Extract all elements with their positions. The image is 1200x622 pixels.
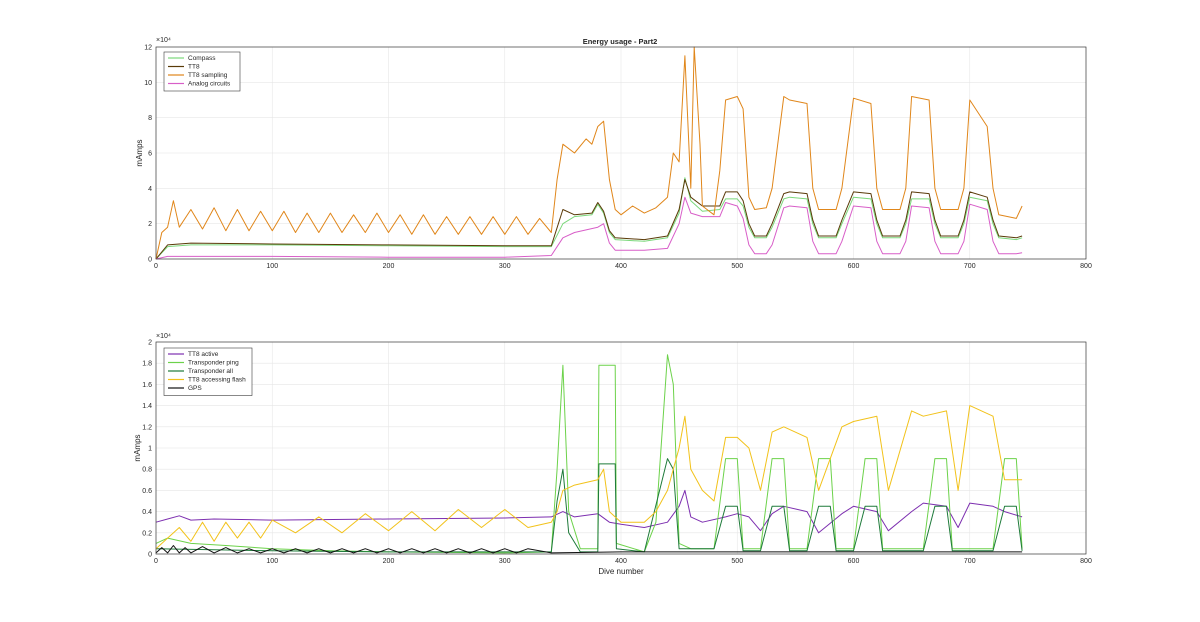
series-line-tt8-accessing-flash (155, 405, 1023, 550)
x-tick-label: 400 (615, 263, 627, 270)
y-scale-exponent: ×10⁴ (156, 37, 171, 44)
y-tick-label: 6 (148, 151, 152, 158)
series-line-tt8-sampling (155, 46, 1023, 260)
series-line-analog-circuits (155, 196, 1023, 260)
x-tick-label: 100 (266, 558, 278, 565)
x-tick-label: 700 (964, 558, 976, 565)
y-tick-label: 1.2 (142, 424, 152, 431)
y-tick-label: 2 (148, 221, 152, 228)
x-tick-label: 100 (266, 263, 278, 270)
x-tick-label: 700 (964, 263, 976, 270)
tick-labels: 0 100 200 300 400 500 600 700 800 0 2 4 6 8 10 12 (144, 45, 1092, 271)
series-line-tt8 (155, 179, 1023, 260)
x-tick-label: 800 (1080, 263, 1092, 270)
y-tick-label: 1 (148, 446, 152, 453)
y-tick-label: 0.8 (142, 467, 152, 474)
y-tick-label: 1.6 (142, 382, 152, 389)
x-tick-label: 0 (154, 263, 158, 270)
series-line-gps (155, 545, 1023, 554)
x-axis-label: Dive number (598, 567, 644, 576)
legend-entry: Compass (188, 55, 216, 62)
x-tick-label: 200 (383, 558, 395, 565)
chart-bottom-panel: Dive number mAmps ×10⁴ 0 100 200 300 400 500 6… (133, 333, 1092, 576)
y-tick-label: 8 (148, 115, 152, 122)
x-tick-label: 300 (499, 263, 511, 270)
x-tick-label: 500 (731, 263, 743, 270)
x-tick-label: 200 (383, 263, 395, 270)
y-scale-exponent: ×10⁴ (156, 333, 171, 340)
legend-entry: TT8 sampling (188, 72, 228, 79)
legend-entry: TT8 (188, 64, 200, 71)
y-tick-label: 0 (148, 257, 152, 264)
legend-entry: TT8 active (188, 351, 219, 358)
y-tick-label: 0.6 (142, 488, 152, 495)
tick-labels: 0 100 200 300 400 500 600 700 800 0 0.2 0.4 0.6 0.8 1 1… (142, 340, 1092, 566)
series-lines (155, 354, 1023, 554)
y-tick-label: 0.4 (142, 509, 152, 516)
y-tick-label: 4 (148, 186, 152, 193)
x-tick-label: 400 (615, 558, 627, 565)
grid (155, 46, 1087, 260)
y-tick-label: 2 (148, 340, 152, 347)
chart-title: Energy usage - Part2 (583, 37, 658, 46)
x-tick-label: 800 (1080, 558, 1092, 565)
series-lines (155, 46, 1023, 260)
legend-entry: Transponder ping (188, 360, 239, 367)
x-tick-label: 600 (848, 558, 860, 565)
y-tick-label: 1.8 (142, 361, 152, 368)
y-tick-label: 10 (144, 80, 152, 87)
chart-top-panel: Energy usage - Part2 mAmps ×10⁴ 0 100 200 3… (135, 37, 1092, 270)
plot-frame (155, 341, 1087, 555)
x-tick-label: 600 (848, 263, 860, 270)
x-tick-label: 0 (154, 558, 158, 565)
x-tick-label: 500 (731, 558, 743, 565)
legend-entry: TT8 accessing flash (188, 377, 246, 384)
y-tick-label: 0 (148, 552, 152, 559)
y-tick-label: 0.2 (142, 530, 152, 537)
legend-entry: Analog circuits (188, 81, 231, 88)
series-line-transponder-all (155, 458, 1023, 553)
y-tick-label: 12 (144, 45, 152, 52)
legend-entry: GPS (188, 385, 202, 392)
plot-frame (155, 46, 1087, 260)
x-tick-label: 300 (499, 558, 511, 565)
y-axis-label: mAmps (135, 139, 144, 166)
series-line-tt8-active (155, 489, 1023, 534)
y-axis-label: mAmps (133, 434, 142, 461)
y-tick-label: 1.4 (142, 403, 152, 410)
series-line-compass (155, 177, 1023, 260)
legend-entry: Transponder all (188, 368, 233, 375)
